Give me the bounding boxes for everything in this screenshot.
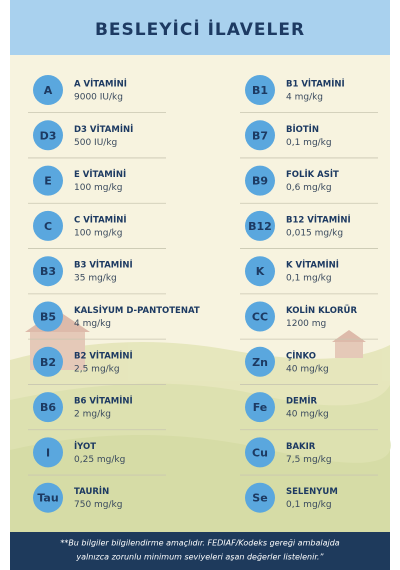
badge-label: B2	[40, 356, 56, 369]
badge-circle	[33, 346, 63, 377]
nutrient-name: B1 VİTAMİNİ	[286, 79, 345, 90]
nutrient-name: FOLİK ASİT	[286, 169, 339, 180]
badge-circle	[33, 482, 63, 513]
nutrient-amount: 750 mg/kg	[74, 500, 122, 510]
nutrient-amount: 7,5 mg/kg	[286, 455, 332, 465]
badge-label: B5	[40, 311, 56, 324]
nutrient-amount: 1200 mg	[286, 319, 326, 329]
nutrient-amount: 0,1 mg/kg	[286, 274, 332, 284]
footer-line: yalnızca zorunlu minimum seviyeleri aşan…	[75, 553, 324, 562]
badge-label: B6	[40, 401, 56, 414]
badge-label: CC	[252, 311, 268, 324]
badge-circle	[245, 120, 275, 151]
badge-circle	[245, 437, 275, 468]
badge-label: D3	[40, 129, 57, 142]
badge-label: E	[44, 175, 52, 188]
nutrient-name: K VİTAMİNİ	[286, 260, 339, 271]
nutrient-amount: 9000 IU/kg	[74, 93, 123, 103]
badge-circle	[245, 392, 275, 423]
nutrient-amount: 4 mg/kg	[286, 93, 323, 103]
nutrient-amount: 0,6 mg/kg	[286, 183, 332, 193]
badge-label: Fe	[253, 401, 268, 414]
nutrient-name: BAKIR	[286, 442, 316, 452]
nutrient-name: İYOT	[74, 441, 96, 452]
badge-circle	[33, 256, 63, 287]
nutrient-name: ÇİNKO	[286, 350, 316, 361]
badge-label: A	[44, 84, 53, 97]
badge-label: Tau	[37, 492, 58, 505]
badge-circle	[245, 210, 275, 241]
badge-circle	[245, 482, 275, 513]
badge-label: I	[46, 446, 50, 459]
nutrient-list: A A VİTAMİNİ 9000 IU/kg D3 D3 VİTAMİNİ 500 IU…	[28, 75, 378, 513]
badge-circle	[245, 346, 275, 377]
nutrient-name: A VİTAMİNİ	[74, 79, 127, 90]
nutrient-amount: 40 mg/kg	[286, 410, 329, 420]
badge-label: B1	[252, 84, 268, 97]
badge-label: B7	[252, 129, 268, 142]
badge-label: B3	[40, 265, 56, 278]
badge-circle	[33, 75, 63, 105]
badge-label: Cu	[252, 446, 268, 459]
nutrient-amount: 2 mg/kg	[74, 410, 111, 420]
badge-circle	[33, 120, 63, 151]
nutrient-amount: 0,015 mg/kg	[286, 228, 343, 238]
badge-label: C	[44, 220, 52, 233]
nutrient-amount: 100 mg/kg	[74, 183, 122, 193]
nutrient-name: SELENYUM	[286, 487, 338, 497]
badge-label: K	[256, 265, 265, 278]
badge-circle	[245, 75, 275, 105]
nutrient-name: C VİTAMİNİ	[74, 214, 127, 225]
nutrient-amount: 2,5 mg/kg	[74, 364, 120, 374]
badge-circle	[33, 301, 63, 332]
nutrient-name: B12 VİTAMİNİ	[286, 214, 351, 225]
nutrient-name: B3 VİTAMİNİ	[74, 260, 133, 271]
nutrient-name: DEMİR	[286, 396, 317, 407]
badge-circle	[245, 165, 275, 196]
badge-circle	[33, 392, 63, 423]
header-band	[10, 0, 390, 55]
badge-circle	[245, 256, 275, 287]
nutrient-name: B6 VİTAMİNİ	[74, 396, 133, 407]
badge-circle	[245, 301, 275, 332]
badge-label: Zn	[252, 356, 268, 369]
nutrient-name: B2 VİTAMİNİ	[74, 350, 133, 361]
footer-band	[10, 532, 390, 570]
nutrient-amount: 0,1 mg/kg	[286, 500, 332, 510]
nutrient-amount: 4 mg/kg	[74, 319, 111, 329]
footer: **Bu bilgiler bilgilendirme amaçlıdır. F…	[60, 539, 339, 562]
nutrient-name: TAURİN	[74, 486, 109, 497]
nutrient-amount: 40 mg/kg	[286, 364, 329, 374]
badge-label: Se	[252, 492, 267, 505]
nutrient-amount: 0,1 mg/kg	[286, 138, 332, 148]
badge-circle	[33, 210, 63, 241]
badge-circle	[33, 437, 63, 468]
nutrient-name: D3 VİTAMİNİ	[74, 124, 133, 135]
nutrient-name: KOLİN KLORÜR	[286, 305, 357, 316]
nutrient-name: BİOTİN	[286, 124, 319, 135]
nutrient-amount: 0,25 mg/kg	[74, 455, 125, 465]
nutrient-amount: 500 IU/kg	[74, 138, 117, 148]
nutrient-amount: 35 mg/kg	[74, 274, 117, 284]
title: BESLEYİCİ İLAVELER	[95, 18, 305, 40]
badge-circle	[33, 165, 63, 196]
badge-label: B9	[252, 175, 268, 188]
nutrient-name: E VİTAMİNİ	[74, 169, 126, 180]
nutrient-amount: 100 mg/kg	[74, 228, 122, 238]
nutrient-name: KALSİYUM D-PANTOTENAT	[74, 305, 200, 316]
badge-label: B12	[248, 220, 272, 233]
footer-line: **Bu bilgiler bilgilendirme amaçlıdır. F…	[60, 539, 339, 548]
